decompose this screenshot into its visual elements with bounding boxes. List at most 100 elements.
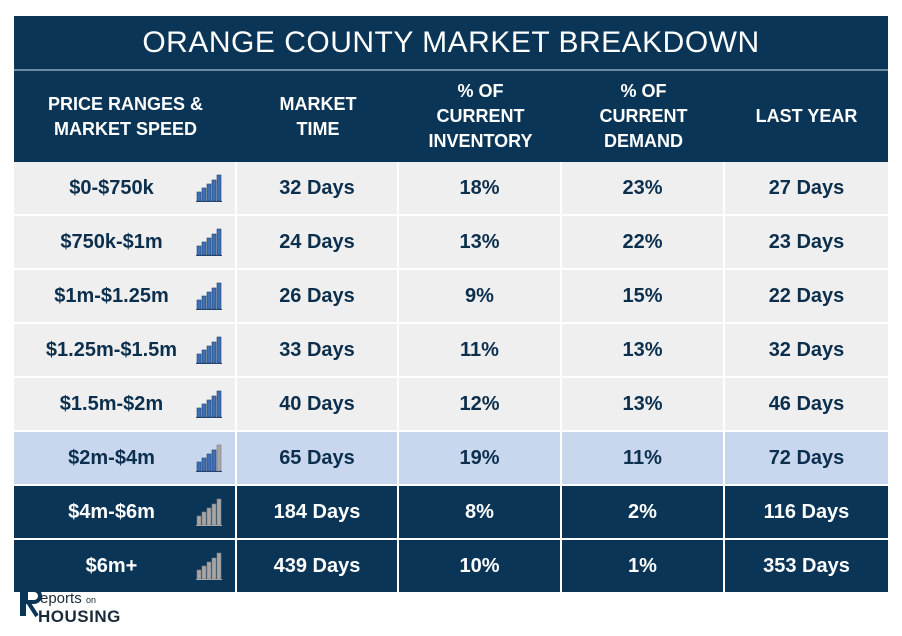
table-row: $1.5m-$2m 40 Days 12% 13% 46 Days (14, 378, 888, 432)
speed-bar-filled (206, 237, 212, 256)
table-row: $4m-$6m 184 Days 8% 2% 116 Days (14, 486, 888, 540)
inventory-cell: 9% (399, 270, 562, 322)
speed-bar-empty (216, 444, 222, 472)
market-time-cell: 26 Days (237, 270, 399, 322)
market-time-cell: 439 Days (237, 540, 399, 592)
reports-on-housing-logo: eports on HOUSING (20, 588, 121, 626)
market-speed-icon (196, 228, 222, 256)
market-speed-icon (196, 444, 222, 472)
price-range-label: $2m-$4m (68, 446, 155, 469)
price-range-label: $4m-$6m (68, 500, 155, 523)
speed-bar-filled (196, 407, 202, 418)
speed-bar-filled (201, 187, 207, 202)
market-breakdown-table: ORANGE COUNTY MARKET BREAKDOWN PRICE RAN… (14, 16, 888, 592)
price-range-cell: $2m-$4m (14, 432, 237, 484)
speed-bar-filled (216, 228, 222, 256)
header-price-ranges: PRICE RANGES & MARKET SPEED (47, 93, 204, 139)
svg-text:eports: eports (40, 590, 82, 607)
last-year-cell: 22 Days (768, 284, 845, 307)
speed-bar-empty (206, 561, 212, 580)
speed-bar-empty (201, 511, 207, 526)
inventory-cell: 18% (399, 162, 562, 214)
market-speed-icon (196, 498, 222, 526)
market-time-cell: 184 Days (237, 486, 399, 538)
speed-bar-filled (216, 174, 222, 202)
speed-bar-filled (201, 403, 207, 418)
last-year-cell: 23 Days (768, 230, 845, 253)
market-speed-icon (196, 552, 222, 580)
inventory-cell: 8% (399, 486, 562, 538)
last-year-cell: 353 Days (763, 554, 850, 577)
table-row: $750k-$1m 24 Days 13% 22% 23 Days (14, 216, 888, 270)
market-time-cell: 32 Days (237, 162, 399, 214)
speed-bar-empty (216, 552, 222, 580)
table-row: $2m-$4m 65 Days 19% 11% 72 Days (14, 432, 888, 486)
speed-bar-filled (201, 295, 207, 310)
market-speed-icon (196, 282, 222, 310)
speed-bar-filled (211, 395, 217, 418)
demand-cell: 15% (562, 270, 725, 322)
market-time-cell: 40 Days (237, 378, 399, 430)
price-range-cell: $1.25m-$1.5m (14, 324, 237, 376)
header-inventory: % OF CURRENT INVENTORY (428, 81, 533, 151)
table-title: ORANGE COUNTY MARKET BREAKDOWN (14, 16, 888, 69)
speed-bar-filled (211, 449, 217, 472)
demand-cell: 11% (562, 432, 725, 484)
speed-bar-filled (196, 245, 202, 256)
last-year-cell: 32 Days (768, 338, 845, 361)
speed-bar-empty (196, 515, 202, 526)
header-row: PRICE RANGES & MARKET SPEED MARKET TIME … (14, 69, 888, 162)
speed-bar-filled (206, 183, 212, 202)
speed-bar-filled (196, 353, 202, 364)
speed-bar-filled (211, 179, 217, 202)
price-range-label: $1.25m-$1.5m (45, 338, 178, 361)
speed-bar-filled (216, 336, 222, 364)
speed-bar-filled (201, 457, 207, 472)
last-year-cell: 72 Days (768, 446, 845, 469)
speed-bar-filled (211, 341, 217, 364)
header-last-year: LAST YEAR (755, 106, 858, 126)
price-range-cell: $4m-$6m (14, 486, 237, 538)
inventory-cell: 10% (399, 540, 562, 592)
speed-bar-filled (196, 299, 202, 310)
demand-cell: 13% (562, 324, 725, 376)
table-body: $0-$750k 32 Days 18% 23% 27 Days $750k-$1m 24 … (14, 162, 888, 592)
market-time-cell: 24 Days (237, 216, 399, 268)
speed-bar-filled (206, 345, 212, 364)
svg-text:on: on (86, 595, 96, 605)
table-row: $0-$750k 32 Days 18% 23% 27 Days (14, 162, 888, 216)
market-speed-icon (196, 174, 222, 202)
demand-cell: 2% (562, 486, 725, 538)
header-demand: % OF CURRENT DEMAND (599, 81, 688, 151)
price-range-cell: $1m-$1.25m (14, 270, 237, 322)
last-year-cell: 27 Days (768, 176, 845, 199)
table-row: $6m+ 439 Days 10% 1% 353 Days (14, 540, 888, 592)
speed-bar-filled (211, 233, 217, 256)
speed-bar-empty (206, 507, 212, 526)
market-time-cell: 65 Days (237, 432, 399, 484)
speed-bar-empty (211, 503, 217, 526)
demand-cell: 1% (562, 540, 725, 592)
header-market-time: MARKET TIME (279, 93, 357, 139)
speed-bar-filled (206, 453, 212, 472)
price-range-cell: $0-$750k (14, 162, 237, 214)
speed-bar-filled (196, 191, 202, 202)
price-range-label: $0-$750k (69, 176, 154, 199)
price-range-cell: $6m+ (14, 540, 237, 592)
speed-bar-filled (211, 287, 217, 310)
table-row: $1.25m-$1.5m 33 Days 11% 13% 32 Days (14, 324, 888, 378)
speed-bar-filled (216, 282, 222, 310)
speed-bar-filled (206, 399, 212, 418)
price-range-cell: $750k-$1m (14, 216, 237, 268)
speed-bar-filled (216, 390, 222, 418)
table-row: $1m-$1.25m 26 Days 9% 15% 22 Days (14, 270, 888, 324)
demand-cell: 22% (562, 216, 725, 268)
speed-bar-filled (201, 349, 207, 364)
inventory-cell: 13% (399, 216, 562, 268)
speed-bar-empty (216, 498, 222, 526)
inventory-cell: 19% (399, 432, 562, 484)
last-year-cell: 116 Days (763, 500, 850, 523)
svg-text:HOUSING: HOUSING (38, 607, 121, 626)
market-speed-icon (196, 336, 222, 364)
price-range-label: $750k-$1m (60, 230, 163, 253)
